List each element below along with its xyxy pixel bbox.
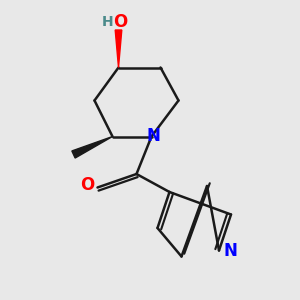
Text: N: N	[146, 127, 160, 145]
Polygon shape	[115, 30, 122, 68]
Polygon shape	[72, 136, 112, 158]
Text: O: O	[113, 13, 127, 31]
Text: H: H	[101, 15, 113, 28]
Text: O: O	[80, 176, 94, 194]
Text: N: N	[224, 242, 237, 260]
